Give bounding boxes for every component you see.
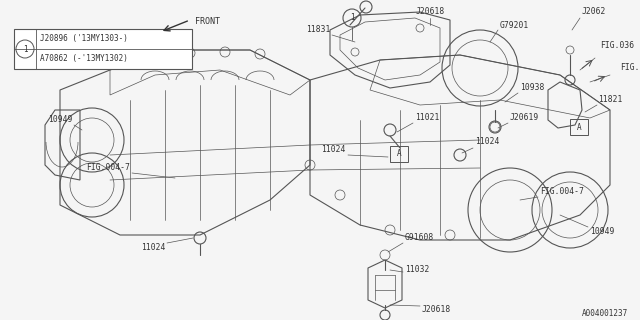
Text: J2062: J2062 (582, 7, 606, 17)
Text: FIG.082: FIG.082 (620, 63, 640, 73)
Text: J20618: J20618 (415, 7, 445, 17)
Text: 10949: 10949 (590, 228, 614, 236)
Text: 1: 1 (22, 44, 28, 53)
Text: 11021: 11021 (415, 114, 440, 123)
Text: 11032: 11032 (405, 266, 429, 275)
Bar (570, 119, 588, 135)
Text: 10938: 10938 (520, 84, 545, 92)
Text: 11024: 11024 (475, 138, 499, 147)
Text: 1: 1 (349, 13, 355, 22)
Text: 11024: 11024 (141, 244, 165, 252)
Text: FIG.004-7: FIG.004-7 (540, 188, 584, 196)
Text: J20619: J20619 (510, 114, 540, 123)
Text: J20618: J20618 (422, 306, 451, 315)
Text: G79201: G79201 (500, 20, 529, 29)
Text: 11821: 11821 (598, 95, 622, 105)
Bar (14, 29, 192, 69)
Text: 11024: 11024 (321, 146, 345, 155)
Text: A004001237: A004001237 (582, 309, 628, 318)
Text: A70862 (-'13MY1302): A70862 (-'13MY1302) (40, 54, 128, 63)
Text: J20896 ('13MY1303-): J20896 ('13MY1303-) (40, 35, 128, 44)
Text: A: A (397, 149, 401, 158)
Text: 10949: 10949 (47, 116, 72, 124)
Text: FRONT: FRONT (195, 18, 220, 27)
Text: A: A (577, 123, 581, 132)
Bar (390, 146, 408, 162)
Text: FIG.004-7: FIG.004-7 (86, 164, 130, 172)
Text: 11831: 11831 (306, 26, 330, 35)
Text: FIG.036: FIG.036 (600, 41, 634, 50)
Text: G91608: G91608 (405, 234, 435, 243)
